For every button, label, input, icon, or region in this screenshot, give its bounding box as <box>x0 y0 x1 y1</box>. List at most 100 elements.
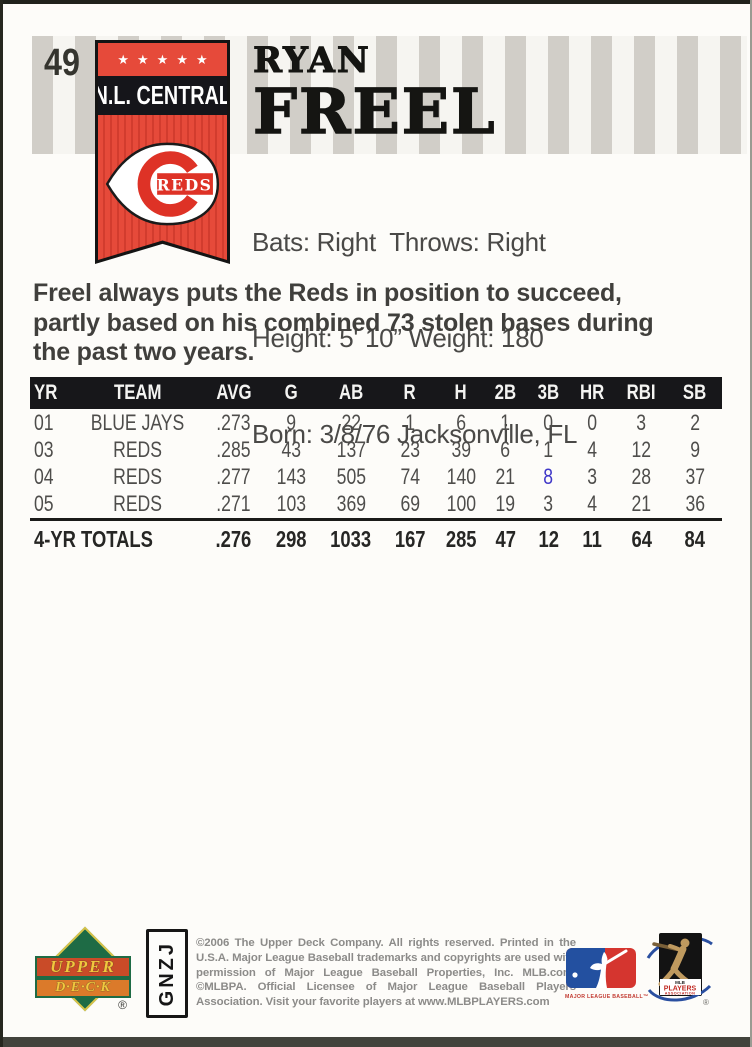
card-edge-right <box>750 0 752 1047</box>
stats-cell: .273 <box>216 409 251 435</box>
stats-cell: 3 <box>587 463 598 489</box>
division-label-bar: N.L. CENTRAL <box>98 76 227 115</box>
stats-cell: REDS <box>113 490 162 516</box>
card-edge-left <box>0 0 3 1047</box>
mlb-logo-icon <box>566 948 636 988</box>
stats-cell: 23 <box>400 436 420 462</box>
stats-cell: 28 <box>631 463 652 489</box>
stats-cell: .271 <box>216 490 251 516</box>
card-code: GNZJ <box>155 940 178 1007</box>
player-first-name: RYAN <box>253 40 371 82</box>
mlbpa-text-mlb: MLB <box>675 980 685 985</box>
stats-cell: 9 <box>286 409 296 435</box>
stats-totals-cell: 298 <box>275 526 307 552</box>
bio-born: Born: 3/8/76 Jacksonville, FL <box>252 419 578 449</box>
stats-cell: 1 <box>405 409 415 435</box>
stats-header-r: R <box>382 377 438 409</box>
registered-mark: ® <box>118 998 127 1012</box>
stats-cell: 69 <box>400 490 420 516</box>
division-banner: ★★★★★ N.L. CENTRAL REDS <box>95 40 230 264</box>
banner-pinstripe-area: REDS <box>98 115 227 260</box>
mlb-logo-caption: MAJOR LEAGUE BASEBALL™ <box>565 994 649 1000</box>
stats-cell: 100 <box>446 490 476 516</box>
stats-cell: 3 <box>543 490 554 516</box>
stats-table: YR TEAM AVG G AB R H 2B 3B HR RBI SB 01 BLUE JAYS .273… <box>30 377 722 555</box>
stats-totals-cell: 47 <box>495 526 516 552</box>
mlbpa-logo-icon: MLB PLAYERS ASSOCIATION ® <box>646 933 713 1007</box>
stats-header-3b: 3B <box>527 377 570 409</box>
stats-header-sb: SB <box>668 377 722 409</box>
stats-totals-cell: 167 <box>394 526 426 552</box>
stats-cell: 505 <box>336 463 366 489</box>
copyright-text: ©2006 The Upper Deck Company. All rights… <box>196 937 576 1009</box>
stats-cell: 4 <box>587 436 598 462</box>
stats-totals-cell: 84 <box>684 526 706 552</box>
stats-cell: 6 <box>456 409 466 435</box>
stats-header-yr: YR <box>30 377 70 409</box>
stats-cell: 369 <box>336 490 366 516</box>
stats-cell: 22 <box>341 409 361 435</box>
mlb-logo: MAJOR LEAGUE BASEBALL™ <box>565 948 649 1000</box>
stats-totals-cell: 1033 <box>330 526 372 552</box>
card-edge-bottom <box>0 1037 752 1047</box>
reds-logo-text: REDS <box>156 175 212 194</box>
stats-cell: 21 <box>631 490 652 516</box>
player-name: RYAN FREEL <box>252 40 497 148</box>
stats-totals-cell: .276 <box>215 526 252 552</box>
card-edge-top <box>0 0 752 4</box>
player-description: Freel always puts the Reds in position t… <box>33 279 654 366</box>
mlbpa-registered-mark: ® <box>703 998 709 1007</box>
stats-totals-cell: 12 <box>538 526 559 552</box>
bio-bats-throws: Bats: Right Throws: Right <box>252 227 546 257</box>
stats-header-rbi: RBI <box>615 377 668 409</box>
stats-cell: 19 <box>495 490 516 516</box>
stats-header-2b: 2B <box>484 377 527 409</box>
stats-cell: 1 <box>500 409 511 435</box>
stats-cell: 9 <box>690 436 700 462</box>
stats-cell: 0 <box>587 409 598 435</box>
stats-cell: 03 <box>34 436 54 462</box>
stats-totals-cell: 285 <box>445 526 477 552</box>
division-label: N.L. CENTRAL <box>93 80 232 110</box>
upper-deck-wordmark-bottom: D·E·C·K <box>35 978 131 998</box>
mlbpa-logo: MLB PLAYERS ASSOCIATION ® <box>646 928 716 1014</box>
stats-cell: 143 <box>276 463 306 489</box>
card-number: 49 <box>44 42 80 84</box>
stats-totals-divider <box>30 518 722 521</box>
stats-cell: 01 <box>34 409 54 435</box>
upper-deck-wordmark-top: UPPER <box>35 956 131 978</box>
stats-cell: 05 <box>34 490 54 516</box>
stats-totals-cell: 11 <box>582 526 603 552</box>
stats-cell: 36 <box>685 490 705 516</box>
stats-cell: 12 <box>631 436 652 462</box>
stats-cell: REDS <box>113 436 162 462</box>
stats-header-ab: AB <box>320 377 382 409</box>
stats-cell: 6 <box>500 436 511 462</box>
bio-height-weight: Height: 5' 10” Weight: 180 <box>252 323 544 353</box>
stats-header-avg: AVG <box>205 377 262 409</box>
stats-totals-cell: 64 <box>631 526 652 552</box>
player-last-name: FREEL <box>252 75 497 148</box>
card-code-box: GNZJ <box>146 929 188 1018</box>
stats-cell: BLUE JAYS <box>90 409 185 435</box>
stats-cell: 43 <box>281 436 301 462</box>
stats-cell: 103 <box>276 490 306 516</box>
stats-cell: REDS <box>113 463 162 489</box>
stats-cell: 1 <box>543 436 554 462</box>
stats-header-h: H <box>438 377 484 409</box>
stats-cell: 3 <box>636 409 647 435</box>
stats-cell: 4 <box>587 490 598 516</box>
banner-stars-icon: ★★★★★ <box>98 43 227 76</box>
stats-totals-label: 4-YR TOTALS <box>34 526 153 552</box>
stats-cell: 21 <box>495 463 516 489</box>
mlbpa-text-association: ASSOCIATION <box>665 992 696 996</box>
stats-header-g: G <box>262 377 320 409</box>
mlbpa-text-players: PLAYERS <box>664 986 697 993</box>
stats-cell: 137 <box>336 436 366 462</box>
stats-header-hr: HR <box>570 377 615 409</box>
stats-cell: .277 <box>216 463 251 489</box>
stats-cell: 39 <box>451 436 471 462</box>
player-bio: Bats: Right Throws: Right Height: 5' 10”… <box>252 162 577 514</box>
stats-cell: 0 <box>543 409 554 435</box>
